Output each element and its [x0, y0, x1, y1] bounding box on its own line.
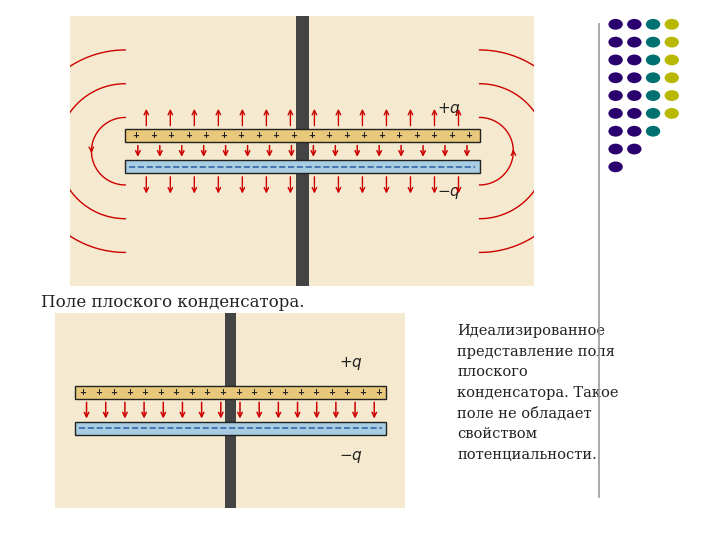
- Text: +: +: [255, 131, 262, 140]
- Bar: [125, 160, 480, 173]
- Text: +: +: [110, 388, 117, 397]
- Text: +: +: [325, 131, 332, 140]
- Text: +: +: [282, 388, 288, 397]
- Text: +: +: [273, 131, 279, 140]
- Text: +: +: [150, 131, 157, 140]
- Text: +: +: [266, 388, 273, 397]
- Bar: [75, 422, 386, 435]
- Text: +: +: [157, 388, 164, 397]
- Text: +: +: [307, 131, 315, 140]
- Text: +: +: [328, 388, 335, 397]
- Text: +: +: [378, 131, 384, 140]
- Text: +: +: [343, 388, 351, 397]
- Text: +: +: [343, 131, 350, 140]
- Text: +: +: [297, 388, 304, 397]
- Text: Идеализированное
представление поля
плоского
конденсатора. Такое
поле не обладае: Идеализированное представление поля плос…: [457, 324, 618, 462]
- Text: $+q$: $+q$: [438, 100, 462, 118]
- Text: +: +: [132, 131, 139, 140]
- Bar: [225, 313, 236, 508]
- Text: +: +: [188, 388, 195, 397]
- Text: +: +: [79, 388, 86, 397]
- Text: +: +: [238, 131, 245, 140]
- Text: +: +: [290, 131, 297, 140]
- Text: +: +: [374, 388, 382, 397]
- Text: +: +: [95, 388, 102, 397]
- Text: +: +: [431, 131, 438, 140]
- Text: +: +: [312, 388, 320, 397]
- Text: +: +: [251, 388, 257, 397]
- Text: +: +: [395, 131, 402, 140]
- Text: +: +: [126, 388, 132, 397]
- Text: +: +: [167, 131, 174, 140]
- Text: +: +: [185, 131, 192, 140]
- Text: +: +: [448, 131, 455, 140]
- Text: +: +: [466, 131, 472, 140]
- Text: +: +: [173, 388, 179, 397]
- Bar: [125, 129, 480, 142]
- Text: Поле плоского конденсатора.: Поле плоского конденсатора.: [41, 294, 305, 311]
- Text: +: +: [360, 131, 367, 140]
- Text: +: +: [359, 388, 366, 397]
- Text: +: +: [413, 131, 420, 140]
- Bar: [296, 16, 309, 286]
- Text: $-q$: $-q$: [438, 185, 462, 201]
- Text: +: +: [202, 131, 210, 140]
- Text: +: +: [220, 131, 227, 140]
- Text: +: +: [204, 388, 210, 397]
- Text: +: +: [141, 388, 148, 397]
- Bar: [75, 386, 386, 399]
- Text: +: +: [235, 388, 242, 397]
- Text: $-q$: $-q$: [339, 449, 363, 465]
- Text: +: +: [219, 388, 226, 397]
- Text: $+q$: $+q$: [339, 355, 363, 372]
